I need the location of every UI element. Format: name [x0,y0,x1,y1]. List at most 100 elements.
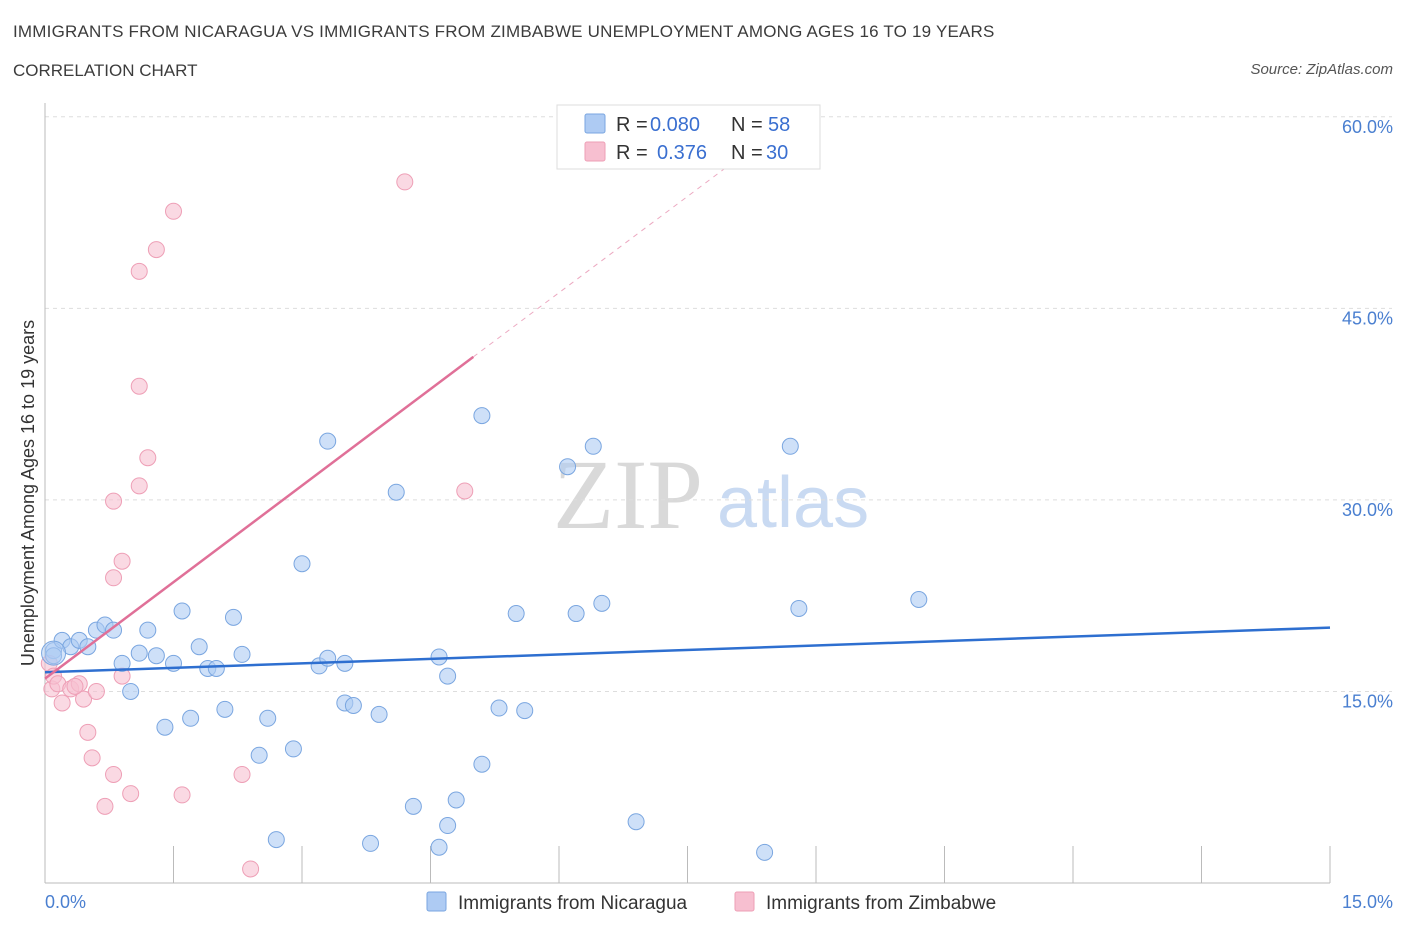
point-nicaragua [507,605,525,623]
point-nicaragua [130,644,148,662]
point-nicaragua [404,797,422,815]
point-nicaragua [439,817,457,835]
point-nicaragua [473,407,491,425]
y-tick-label: 15.0% [1342,691,1393,711]
point-nicaragua [105,621,123,639]
point-nicaragua [284,740,302,758]
series-nicaragua-points [41,407,928,861]
point-nicaragua [233,645,251,663]
point-nicaragua [910,591,928,609]
point-nicaragua [207,659,225,677]
legend-n-label: N = [731,114,763,136]
point-nicaragua [336,654,354,672]
legend-swatch-nicaragua [584,113,606,134]
point-nicaragua [593,594,611,612]
point-zimbabwe [105,765,123,783]
point-nicaragua [370,705,388,723]
point-nicaragua [567,605,585,623]
point-nicaragua [781,437,799,455]
point-nicaragua [173,602,191,620]
legend-bottom-swatch-nicaragua [426,891,447,912]
point-zimbabwe [147,241,165,259]
point-zimbabwe [105,569,123,587]
watermark-atlas: atlas [717,463,869,543]
point-zimbabwe [105,492,123,510]
watermark-zip: ZIP [553,439,703,550]
chart-subtitle: CORRELATION CHART [13,61,198,80]
point-nicaragua [182,709,200,727]
point-nicaragua [122,682,140,700]
series-zimbabwe-points [40,173,474,878]
trend-lines [44,112,1331,680]
point-nicaragua [627,813,645,831]
chart-title: IMMIGRANTS FROM NICARAGUA VS IMMIGRANTS … [13,22,995,41]
legend-r-label: R = [616,114,648,136]
point-nicaragua [559,458,577,476]
point-zimbabwe [83,749,101,767]
point-nicaragua [267,831,285,849]
x-tick-labels: 0.0% 15.0% [45,892,1393,912]
point-zimbabwe [130,377,148,395]
legend-n-value-zimbabwe: 30 [766,142,788,164]
point-zimbabwe [233,765,251,783]
x-ticks [44,846,1331,883]
y-tick-label: 30.0% [1342,500,1393,520]
x-tick-label: 0.0% [45,892,86,912]
legend-r-value-zimbabwe: 0.376 [657,142,707,164]
point-nicaragua [156,718,174,736]
point-nicaragua [584,437,602,455]
trend-line-nicaragua [44,626,1331,674]
trend-extension-zimbabwe [473,112,800,358]
legend-n-label: N = [731,142,763,164]
y-axis-label: Unemployment Among Ages 16 to 19 years [18,320,38,666]
point-zimbabwe [87,682,105,700]
point-nicaragua [216,700,234,718]
legend-swatch-zimbabwe [584,141,606,162]
y-tick-label: 45.0% [1342,308,1393,328]
legend-bottom-swatch-zimbabwe [734,891,755,912]
x-tick-label: 15.0% [1342,892,1393,912]
point-nicaragua [293,555,311,573]
gridlines [45,116,1392,692]
trend-line-zimbabwe [44,355,475,680]
point-zimbabwe [165,202,182,220]
point-nicaragua [473,755,491,773]
point-nicaragua [490,699,508,717]
point-zimbabwe [122,785,140,803]
point-nicaragua [147,647,165,665]
y-tick-labels: 15.0% 30.0% 45.0% 60.0% [1342,117,1393,712]
point-nicaragua [113,654,131,672]
point-nicaragua [387,483,405,501]
point-nicaragua [344,696,362,714]
point-nicaragua [430,648,448,666]
point-zimbabwe [242,860,260,878]
point-nicaragua [362,834,380,852]
point-zimbabwe [96,797,114,815]
point-zimbabwe [79,723,97,741]
point-nicaragua [259,709,277,727]
point-nicaragua [250,746,268,764]
point-zimbabwe [113,552,131,570]
point-nicaragua [516,702,534,720]
point-zimbabwe [139,449,157,467]
point-zimbabwe [130,262,148,280]
point-zimbabwe [130,477,148,495]
legend-r-value-nicaragua: 0.080 [650,114,700,136]
legend-top: R = 0.080 N = 58 R = 0.376 N = 30 [556,104,821,170]
source-label: Source: ZipAtlas.com [1250,61,1393,78]
point-nicaragua-cluster [41,640,67,666]
point-zimbabwe [173,786,191,804]
point-nicaragua [430,838,448,856]
point-zimbabwe [53,694,71,712]
legend-bottom-label-nicaragua: Immigrants from Nicaragua [458,893,688,914]
y-tick-label: 60.0% [1342,117,1393,137]
legend-r-label: R = [616,142,648,164]
point-nicaragua [439,667,457,685]
point-nicaragua [447,791,465,809]
point-zimbabwe [396,173,414,191]
point-nicaragua [224,608,242,626]
point-nicaragua [756,843,774,861]
point-nicaragua [190,638,208,656]
legend-bottom-label-zimbabwe: Immigrants from Zimbabwe [766,893,996,914]
